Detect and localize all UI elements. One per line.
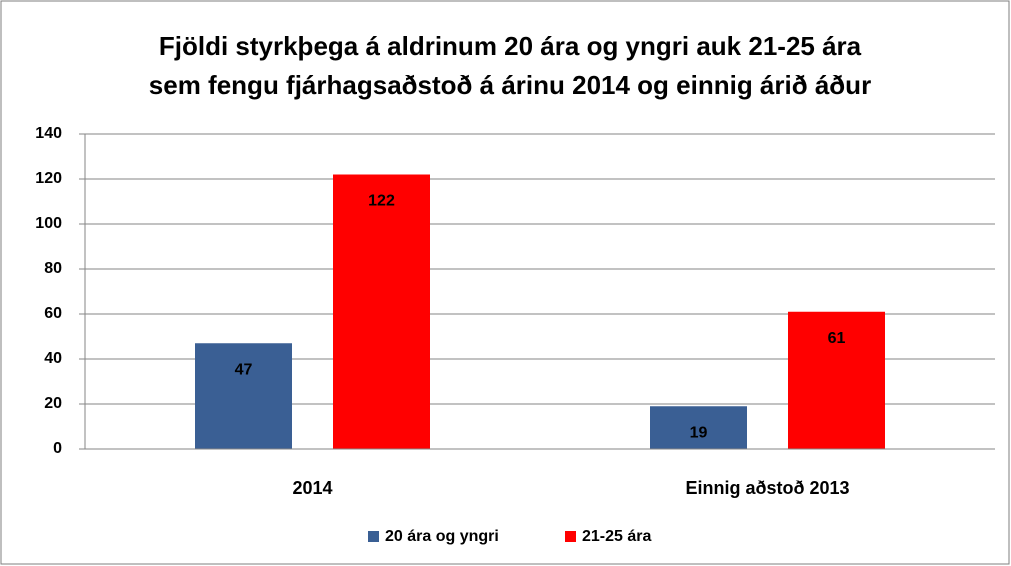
legend-label: 20 ára og yngri xyxy=(385,528,499,545)
legend-label: 21-25 ára xyxy=(582,528,651,545)
legend-swatch xyxy=(368,531,379,542)
y-tick-label: 20 xyxy=(44,395,62,412)
chart-title: sem fengu fjárhagsaðstoð á árinu 2014 og… xyxy=(149,70,871,100)
y-tick-label: 120 xyxy=(35,170,62,187)
y-tick-label: 80 xyxy=(44,260,62,277)
y-tick-label: 0 xyxy=(53,440,62,457)
data-label: 61 xyxy=(828,330,846,347)
data-label: 47 xyxy=(235,361,253,378)
data-label: 19 xyxy=(690,424,708,441)
bar xyxy=(650,406,747,449)
bar xyxy=(788,311,885,449)
bar xyxy=(333,174,430,449)
x-tick-label: Einnig aðstoð 2013 xyxy=(685,478,849,498)
y-tick-label: 140 xyxy=(35,125,62,142)
y-tick-label: 40 xyxy=(44,350,62,367)
y-tick-label: 60 xyxy=(44,305,62,322)
bar xyxy=(195,343,292,449)
chart-title: Fjöldi styrkþega á aldrinum 20 ára og yn… xyxy=(159,31,862,61)
data-label: 122 xyxy=(368,193,395,210)
x-tick-label: 2014 xyxy=(292,478,332,498)
y-tick-label: 100 xyxy=(35,215,62,232)
legend-swatch xyxy=(565,531,576,542)
